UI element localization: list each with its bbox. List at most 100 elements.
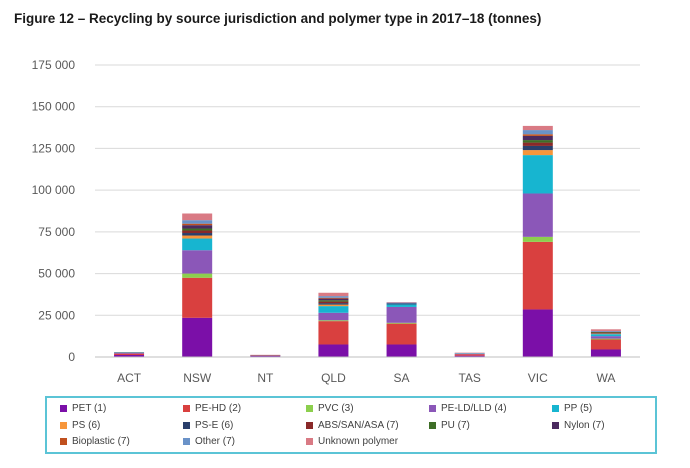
x-tick-label: NT <box>257 371 274 385</box>
bar-segment <box>182 238 213 251</box>
y-tick-label: 25 000 <box>38 308 75 322</box>
bar-segment <box>386 302 417 303</box>
legend-item: PU (7) <box>429 420 470 431</box>
legend-label: ABS/SAN/ASA (7) <box>318 420 399 431</box>
legend-item: PET (1) <box>60 403 106 414</box>
bar-segment <box>522 140 553 143</box>
legend-label: PS (6) <box>72 420 101 431</box>
bar-segment <box>114 352 145 353</box>
legend-label: PU (7) <box>441 420 470 431</box>
bar-segment <box>590 333 621 334</box>
bar-segment <box>318 321 349 345</box>
legend-swatch <box>60 422 67 429</box>
bar-segment <box>590 329 621 331</box>
bar-segment <box>590 336 621 339</box>
bar-segment <box>182 235 213 239</box>
y-axis-ticks: 0 25 000 50 000 75 000 100 000 125 000 150 000… <box>32 58 76 364</box>
bar-segment <box>522 150 553 156</box>
y-tick-label: 125 000 <box>32 141 76 155</box>
legend-item: Unknown polymer <box>306 436 398 447</box>
bar-segment <box>318 300 349 302</box>
x-tick-label: QLD <box>321 371 346 385</box>
legend-swatch <box>552 405 559 412</box>
bar-segment <box>590 331 621 333</box>
x-tick-label: SA <box>394 371 410 385</box>
bar-segment <box>386 306 417 323</box>
bar-segment <box>590 334 621 337</box>
legend-swatch <box>552 422 559 429</box>
y-tick-label: 75 000 <box>38 225 75 239</box>
x-tick-label: VIC <box>528 371 548 385</box>
legend-item: PP (5) <box>552 403 592 414</box>
bar-segment <box>318 297 349 299</box>
y-tick-label: 150 000 <box>32 100 76 114</box>
bar-segment <box>114 353 145 355</box>
legend-item: PE-HD (2) <box>183 403 241 414</box>
bar-segment <box>182 250 213 274</box>
legend-swatch <box>306 422 313 429</box>
bar-segment <box>386 323 417 345</box>
bar-segment <box>522 241 553 310</box>
legend-swatch <box>60 438 67 445</box>
legend: PET (1) PE-HD (2) PVC (3) PE-LD/LLD (4) PP (… <box>45 396 657 454</box>
stacked-bar-chart: 0 25 000 50 000 75 000 100 000 125 000 150 000… <box>32 58 640 385</box>
bar-segment <box>114 351 145 353</box>
bar-segment <box>590 332 621 333</box>
bar-segment <box>182 223 213 226</box>
bar-segment <box>590 349 621 357</box>
legend-item: PE-LD/LLD (4) <box>429 403 507 414</box>
bar-segment <box>318 301 349 304</box>
bar-segment <box>522 134 553 136</box>
bar-segment <box>522 155 553 194</box>
legend-label: Nylon (7) <box>564 420 605 431</box>
legend-item: PS (6) <box>60 420 100 431</box>
bar-segment <box>182 225 213 229</box>
bar-segment <box>386 304 417 307</box>
bar-segment <box>522 309 553 357</box>
gridlines <box>95 64 640 316</box>
y-tick-label: 0 <box>68 350 75 364</box>
bar-segment <box>182 317 213 357</box>
bar-segment <box>522 142 553 146</box>
bar-segment <box>250 355 281 357</box>
legend-label: PS-E (6) <box>195 420 234 431</box>
bar-segment <box>318 304 349 307</box>
legend-item: PS-E (6) <box>183 420 233 431</box>
legend-item: PVC (3) <box>306 403 354 414</box>
bar-segment <box>386 344 417 357</box>
bar-segment <box>454 353 485 354</box>
bar-segment <box>590 339 621 350</box>
legend-swatch <box>60 405 67 412</box>
x-tick-label: NSW <box>183 371 212 385</box>
bar-segment <box>590 332 621 334</box>
bar-segment <box>182 273 213 278</box>
bar-segment <box>522 145 553 151</box>
bar-segment <box>386 302 417 304</box>
legend-label: Unknown polymer <box>318 436 399 447</box>
bar-segment <box>114 352 145 354</box>
bar-segment <box>318 296 349 298</box>
bar-segment <box>522 125 553 131</box>
bar-segment <box>454 355 485 357</box>
bar-segment <box>522 130 553 135</box>
bars <box>114 125 621 357</box>
bar-segment <box>182 213 213 221</box>
bar-segment <box>182 228 213 231</box>
chart-title: Figure 12 – Recycling by source jurisdic… <box>14 11 542 26</box>
bar-segment <box>454 354 485 356</box>
x-axis-ticks: ACT NSW NT QLD SA TAS VIC WA <box>117 371 615 385</box>
y-tick-label: 50 000 <box>38 267 75 281</box>
bar-segment <box>386 322 417 324</box>
legend-swatch <box>183 438 190 445</box>
bar-segment <box>182 230 213 234</box>
bar-segment <box>318 320 349 322</box>
legend-label: Other (7) <box>195 436 236 447</box>
bar-segment <box>182 277 213 318</box>
legend-label: PE-HD (2) <box>195 403 242 414</box>
bar-segment <box>454 352 485 354</box>
legend-label: PE-LD/LLD (4) <box>441 403 507 414</box>
bar-segment <box>250 355 281 356</box>
legend-swatch <box>429 422 436 429</box>
legend-item: Other (7) <box>183 436 235 447</box>
y-tick-label: 175 000 <box>32 58 76 72</box>
